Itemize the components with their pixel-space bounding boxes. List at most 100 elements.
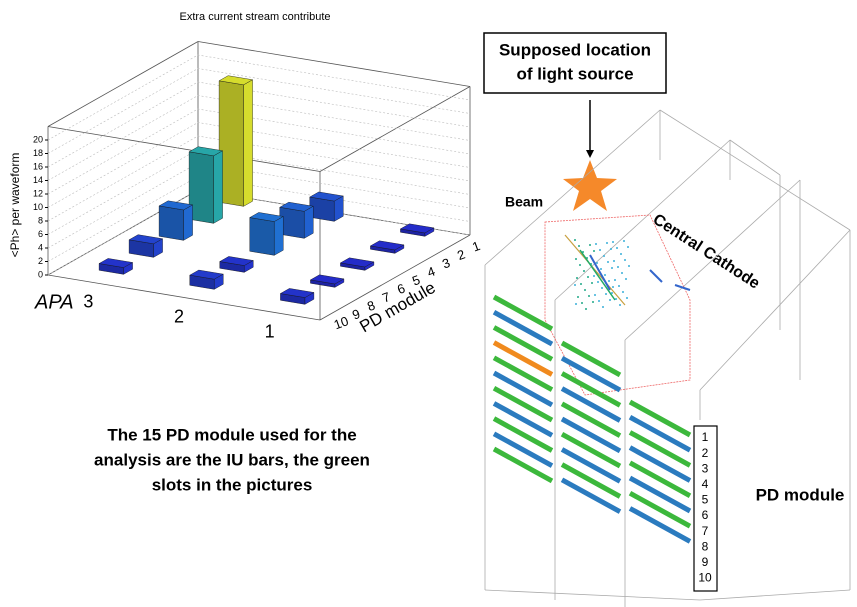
hit xyxy=(593,250,595,252)
hit xyxy=(615,298,617,300)
wire xyxy=(492,386,554,423)
pd-number: 8 xyxy=(702,539,709,553)
cathode-label: Central Cathode xyxy=(650,211,763,293)
wire xyxy=(628,430,692,468)
hit xyxy=(590,263,592,265)
wire xyxy=(492,325,554,362)
hit xyxy=(627,246,629,248)
wire xyxy=(492,310,554,347)
x-tick-label: 1 xyxy=(265,321,275,341)
bar xyxy=(188,146,224,224)
wire xyxy=(560,386,622,423)
wire xyxy=(492,446,554,484)
hit xyxy=(575,258,577,260)
wire xyxy=(589,254,611,291)
bar-face xyxy=(189,269,224,280)
hit xyxy=(604,274,606,276)
caption: The 15 PD module used for the analysis a… xyxy=(94,425,370,494)
bar xyxy=(369,240,405,254)
z-tick-label: 6 xyxy=(38,229,43,239)
wire xyxy=(560,462,622,499)
hit xyxy=(607,261,609,263)
bar xyxy=(279,201,314,239)
hit xyxy=(618,285,620,287)
hit xyxy=(585,308,587,310)
event-box xyxy=(544,214,691,396)
pd-number: 4 xyxy=(702,477,709,491)
y-tick-label: 2 xyxy=(455,246,467,263)
hit xyxy=(578,245,580,247)
hit xyxy=(595,243,597,245)
bar xyxy=(399,223,435,237)
hit xyxy=(594,294,596,296)
bar-face xyxy=(309,191,344,202)
wire xyxy=(564,234,626,306)
pd-number: 2 xyxy=(702,446,709,460)
box-edge xyxy=(319,86,471,172)
chart-title: Extra current stream contribute xyxy=(179,11,330,23)
bar-face xyxy=(128,234,164,245)
wire xyxy=(628,491,692,529)
bar xyxy=(98,258,134,275)
hit xyxy=(626,297,628,299)
pd-number: 6 xyxy=(702,508,709,522)
wire xyxy=(492,340,554,377)
y-tick-label: 7 xyxy=(380,289,392,306)
bar-face xyxy=(274,216,284,256)
bar xyxy=(219,256,254,273)
caption-line: analysis are the IU bars, the green xyxy=(94,450,370,469)
wire xyxy=(729,139,781,176)
hit xyxy=(589,244,591,246)
box-edge xyxy=(319,234,471,321)
box-edge xyxy=(197,41,471,87)
wire xyxy=(554,139,731,301)
bar-face xyxy=(279,201,314,212)
hit xyxy=(588,295,590,297)
bar xyxy=(218,75,254,207)
bar-face xyxy=(339,257,375,268)
z-tick-label: 16 xyxy=(33,161,43,171)
wire xyxy=(560,356,622,393)
hit xyxy=(623,240,625,242)
bar-face xyxy=(218,75,254,86)
wire xyxy=(699,589,851,601)
bar-face xyxy=(188,146,224,157)
wire xyxy=(579,249,616,301)
hit xyxy=(603,255,605,257)
wire xyxy=(628,506,692,544)
hit xyxy=(609,299,611,301)
hit xyxy=(612,241,614,243)
z-tick-label: 4 xyxy=(38,242,43,252)
hit xyxy=(601,287,603,289)
hit xyxy=(608,280,610,282)
grid-line xyxy=(47,108,471,195)
bar-face xyxy=(219,256,254,266)
bar xyxy=(339,257,375,271)
y-tick-label: 3 xyxy=(440,255,452,272)
bar-face xyxy=(213,150,223,224)
bar-face xyxy=(158,200,194,211)
star xyxy=(563,160,617,211)
bar-face xyxy=(309,274,345,285)
hit xyxy=(605,293,607,295)
beam-label: Beam xyxy=(505,194,543,210)
source-label: of light source xyxy=(516,64,633,83)
bar xyxy=(189,269,224,290)
y-tick-label: 8 xyxy=(365,297,377,314)
hit xyxy=(579,264,581,266)
hit xyxy=(575,303,577,305)
y-tick-label: 10 xyxy=(332,313,351,332)
arrow-head xyxy=(586,150,594,158)
hit xyxy=(610,248,612,250)
hit xyxy=(612,286,614,288)
z-tick-label: 2 xyxy=(38,256,43,266)
box-edge xyxy=(47,274,321,321)
z-tick-label: 18 xyxy=(33,148,43,158)
wire xyxy=(492,416,554,453)
wire xyxy=(699,229,851,391)
wire xyxy=(674,284,691,291)
z-tick-label: 10 xyxy=(33,202,43,212)
hit xyxy=(593,275,595,277)
hit xyxy=(613,260,615,262)
